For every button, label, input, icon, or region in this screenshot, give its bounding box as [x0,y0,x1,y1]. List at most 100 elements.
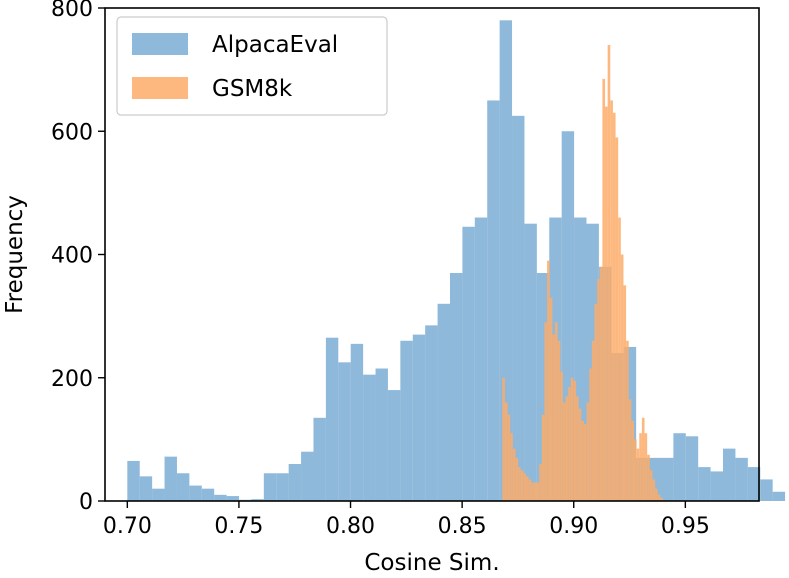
bar-gsm8k [591,340,595,501]
bar-alpacaeval [512,115,525,501]
bar-alpacaeval [263,473,277,501]
bar-gsm8k [597,279,600,501]
bar-gsm8k [512,448,516,501]
x-axis-label: Cosine Sim. [364,550,499,576]
bar-gsm8k [655,488,658,501]
bar-alpacaeval [226,496,240,501]
bar-alpacaeval [387,390,401,501]
legend-swatch-alpacaeval [132,33,188,55]
bar-alpacaeval [449,272,463,501]
bar-alpacaeval [338,362,351,501]
bars-layer [127,20,786,502]
legend-label-alpacaeval: AlpacaEval [212,32,338,58]
bar-gsm8k [554,322,558,501]
bar-gsm8k [599,266,603,501]
bar-gsm8k [636,448,640,501]
x-tick-label: 0.80 [326,514,375,539]
bar-alpacaeval [152,488,165,501]
bar-gsm8k [547,260,550,501]
bar-gsm8k [549,297,553,501]
bar-gsm8k [589,368,592,501]
bar-gsm8k [504,402,508,501]
bar-gsm8k [560,371,563,501]
bar-gsm8k [562,402,566,501]
bar-gsm8k [533,482,537,501]
bar-gsm8k [518,467,521,501]
bar-gsm8k [568,386,571,501]
bar-alpacaeval [176,473,190,501]
bar-alpacaeval [462,226,475,501]
bar-gsm8k [581,420,584,501]
y-tick-label: 200 [51,367,93,392]
bar-gsm8k [536,482,540,501]
bar-gsm8k [623,285,627,501]
legend-swatch-gsm8k [132,77,188,99]
bar-alpacaeval [164,456,177,501]
bar-gsm8k [502,377,505,501]
bar-gsm8k [539,464,542,501]
bar-alpacaeval [288,464,302,501]
bar-alpacaeval [747,467,761,501]
x-tick-label: 0.70 [103,514,152,539]
bar-gsm8k [557,340,561,501]
bar-alpacaeval [276,473,289,501]
bar-gsm8k [628,399,632,501]
bar-gsm8k [515,457,519,501]
bar-gsm8k [610,100,613,501]
bar-gsm8k [649,470,653,501]
bar-alpacaeval [400,340,413,501]
bar-alpacaeval [425,325,438,501]
bar-gsm8k [660,497,663,501]
bar-gsm8k [652,479,656,501]
bar-gsm8k [576,396,579,501]
bar-gsm8k [573,380,577,501]
bar-alpacaeval [660,457,674,501]
y-axis-label: Frequency [2,195,28,314]
bar-alpacaeval [673,433,686,501]
bar-gsm8k [541,414,545,501]
x-axis: 0.70 0.75 0.80 0.85 0.90 0.95 [103,501,710,539]
bar-alpacaeval [685,436,699,501]
bar-alpacaeval [723,448,736,501]
bar-gsm8k [647,454,650,501]
x-tick-label: 0.85 [438,514,487,539]
bar-alpacaeval [139,476,153,501]
x-tick-label: 0.90 [549,514,598,539]
bar-gsm8k [552,334,555,501]
bar-gsm8k [618,217,621,501]
bar-alpacaeval [363,374,376,501]
bar-gsm8k [641,417,645,501]
bar-alpacaeval [524,223,537,501]
bar-gsm8k [626,340,629,501]
bar-alpacaeval [214,494,227,501]
bar-gsm8k [526,476,529,501]
y-tick-label: 0 [79,490,93,515]
bar-alpacaeval [437,303,450,501]
y-tick-label: 600 [51,120,93,145]
bar-gsm8k [578,408,582,501]
bar-alpacaeval [189,485,202,501]
bar-alpacaeval [760,479,773,501]
bar-gsm8k [620,254,624,501]
bar-gsm8k [523,473,527,501]
bar-gsm8k [657,494,661,501]
bar-gsm8k [631,420,634,501]
series-gsm8k [502,44,663,502]
bar-gsm8k [634,439,637,502]
bar-gsm8k [570,377,574,501]
bar-alpacaeval [127,460,140,501]
bar-gsm8k [586,402,590,501]
bar-gsm8k [510,433,513,501]
bar-gsm8k [602,78,606,502]
y-tick-label: 800 [51,0,93,22]
bar-gsm8k [639,433,642,501]
bar-gsm8k [615,137,619,501]
bar-alpacaeval [735,457,748,501]
bar-gsm8k [507,414,511,501]
bar-alpacaeval [474,217,488,501]
bar-alpacaeval [201,488,215,501]
y-tick-label: 400 [51,244,93,269]
x-tick-label: 0.75 [214,514,263,539]
y-axis: 0 200 400 600 800 [51,0,105,515]
